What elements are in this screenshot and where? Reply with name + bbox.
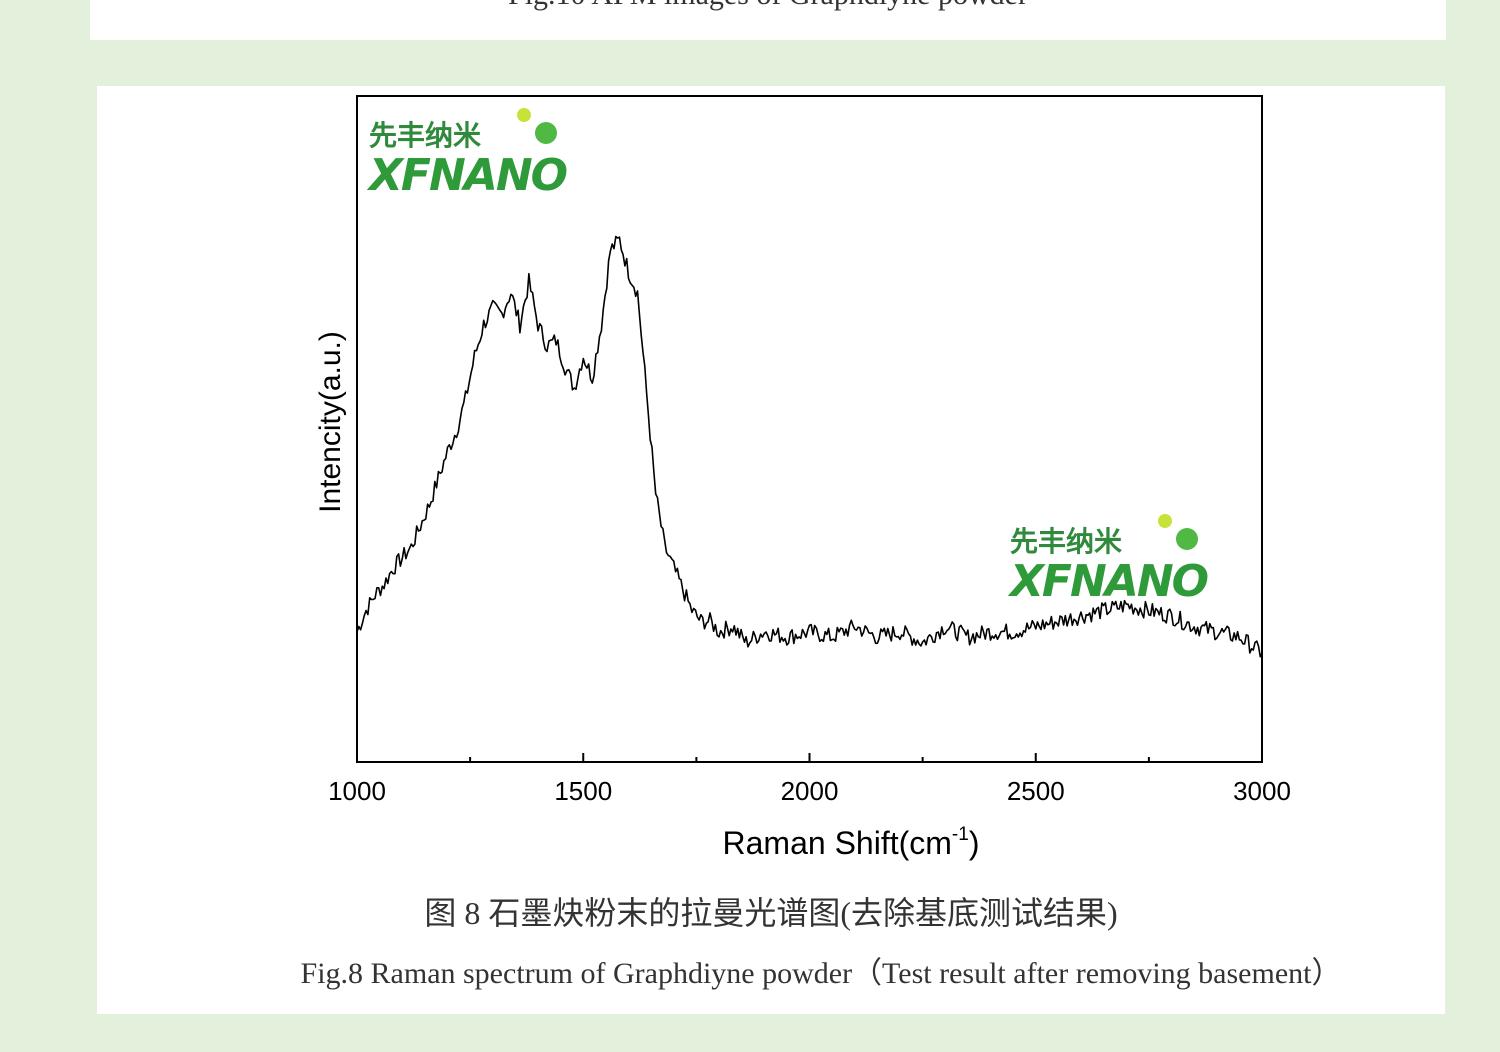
x-ticks [356, 753, 1263, 762]
watermark-logo-bottom: 先丰纳米 XFNANO [1010, 514, 1209, 607]
x-tick-label: 1000 [328, 776, 386, 806]
figure-caption-chinese: 图 8 石墨炔粉末的拉曼光谱图(去除基底测试结果) [424, 895, 1118, 931]
logo-dot-icon [1158, 514, 1172, 528]
raman-chart: 1000 1500 2000 2500 3000 Raman Shift(cm-1) I… [314, 95, 1291, 861]
x-tick-label: 3000 [1233, 776, 1291, 806]
figure-caption-english: Fig.8 Raman spectrum of Graphdiyne powde… [300, 957, 1342, 990]
logo-dot-icon [517, 108, 531, 122]
logo-ball-icon [535, 122, 557, 144]
x-tick-labels: 1000 1500 2000 2500 3000 [328, 776, 1291, 806]
watermark-logo-top: 先丰纳米 XFNANO [369, 108, 568, 201]
series-line-raman-spectrum [356, 235, 1263, 658]
x-axis-label: Raman Shift(cm-1) [723, 824, 980, 861]
x-tick-label: 2000 [781, 776, 839, 806]
top-figure-card: Fig.10 AFM images of Graphdiyne powder [90, 0, 1446, 40]
figure-card: 1000 1500 2000 2500 3000 Raman Shift(cm-1) I… [97, 86, 1445, 1014]
x-tick-label: 2500 [1007, 776, 1065, 806]
logo-en-text: XFNANO [369, 150, 568, 201]
logo-ball-icon [1176, 528, 1198, 550]
x-tick-label: 1500 [554, 776, 612, 806]
logo-cn-text: 先丰纳米 [1010, 525, 1123, 558]
y-axis-label: Intencity(a.u.) [314, 331, 347, 513]
logo-cn-text: 先丰纳米 [369, 119, 482, 152]
top-figure-caption: Fig.10 AFM images of Graphdiyne powder [90, 0, 1446, 12]
logo-en-text: XFNANO [1010, 556, 1209, 607]
